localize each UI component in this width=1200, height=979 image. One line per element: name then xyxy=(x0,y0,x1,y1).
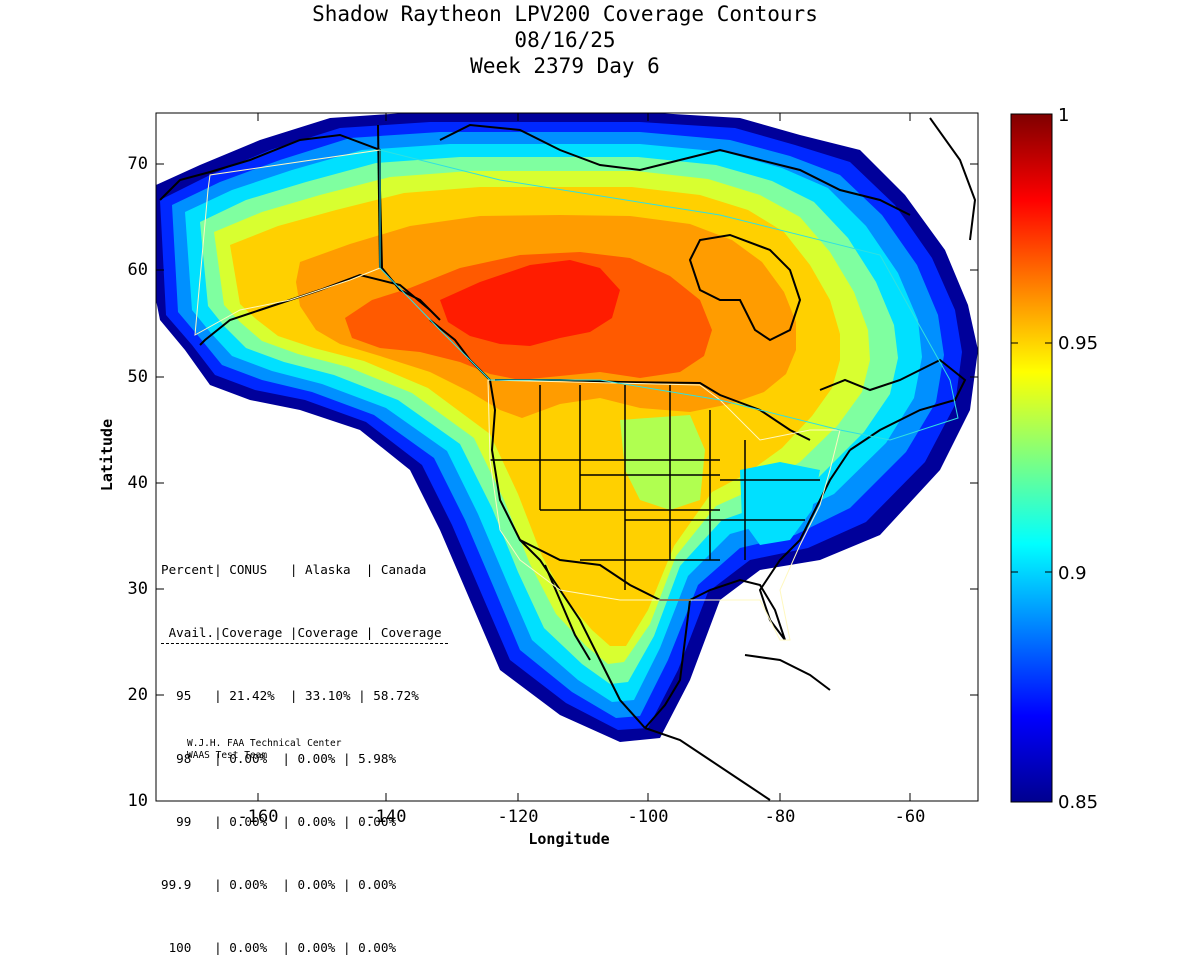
contour-pocket-conus xyxy=(620,415,705,510)
central-america xyxy=(644,727,771,801)
colorbar-label: 1 xyxy=(1058,105,1069,126)
y-tick-label: 10 xyxy=(128,791,148,811)
x-tick-label: -100 xyxy=(628,807,669,827)
stats-row: 99 | 0.00% | 0.00% | 0.00% xyxy=(161,814,397,829)
chart-title: Shadow Raytheon LPV200 Coverage Contours xyxy=(312,2,818,26)
stats-row: 95 | 21.42% | 33.10% | 58.72% xyxy=(161,688,419,703)
coastline-atlantic-canada xyxy=(819,358,967,451)
plot-frame xyxy=(155,112,979,802)
chart-date: 08/16/25 xyxy=(514,28,616,52)
conus-region-outline xyxy=(487,379,841,641)
y-tick-label: 50 xyxy=(128,367,148,387)
y-tick-label: 30 xyxy=(128,579,148,599)
greenland-edge xyxy=(929,117,977,241)
credit-team: WAAS Test Team xyxy=(187,750,268,761)
coastline-arctic xyxy=(439,123,911,216)
colorbar-ticks xyxy=(1011,342,1052,573)
x-tick-label: -160 xyxy=(238,807,279,827)
y-tick-label: 40 xyxy=(128,473,148,493)
contour-pocket-southeast xyxy=(740,462,820,545)
region-outlines xyxy=(194,149,959,641)
x-tick-label: -120 xyxy=(498,807,539,827)
stats-row: 98 | 0.00% | 0.00% | 5.98% xyxy=(161,751,397,766)
y-tick-label: 60 xyxy=(128,260,148,280)
contour-band-099 xyxy=(440,260,620,346)
state-lines xyxy=(490,385,820,590)
y-axis-title: Latitude xyxy=(98,419,116,491)
coastline-hudson-bay xyxy=(688,233,802,342)
axis-ticks xyxy=(156,113,978,801)
coastline-gulf xyxy=(644,449,851,729)
stats-header-row: Percent| CONUS | Alaska | Canada xyxy=(161,562,427,577)
stats-subheader-row: Avail.|Coverage |Coverage | Coverage xyxy=(161,622,448,644)
stats-row: 99.9 | 0.00% | 0.00% | 0.00% xyxy=(161,877,397,892)
coastline-baja xyxy=(544,564,591,661)
coverage-stats-table: Percent| CONUS | Alaska | Canada Avail.|… xyxy=(161,517,448,979)
chart-week-day: Week 2379 Day 6 xyxy=(470,54,660,78)
colorbar-label: 0.95 xyxy=(1058,333,1098,354)
colorbar xyxy=(1010,113,1053,803)
x-tick-label: -80 xyxy=(765,807,796,827)
x-tick-label: -60 xyxy=(895,807,926,827)
coverage-map: -160 -140 -120 -100 -80 -60 10 20 30 40 … xyxy=(98,105,1098,848)
y-tick-label: 70 xyxy=(128,154,148,174)
colorbar-label: 0.85 xyxy=(1058,792,1098,813)
x-tick-label: -140 xyxy=(366,807,407,827)
canada-region-outline xyxy=(379,149,959,441)
x-axis-title: Longitude xyxy=(528,830,609,848)
coastline-alaska xyxy=(159,133,441,346)
colorbar-label: 0.9 xyxy=(1058,563,1087,584)
y-tick-label: 20 xyxy=(128,685,148,705)
coastline-cuba xyxy=(744,654,831,691)
credit-organization: W.J.H. FAA Technical Center xyxy=(187,738,342,749)
stats-row: 100 | 0.00% | 0.00% | 0.00% xyxy=(161,940,397,955)
coverage-contours xyxy=(156,113,978,742)
